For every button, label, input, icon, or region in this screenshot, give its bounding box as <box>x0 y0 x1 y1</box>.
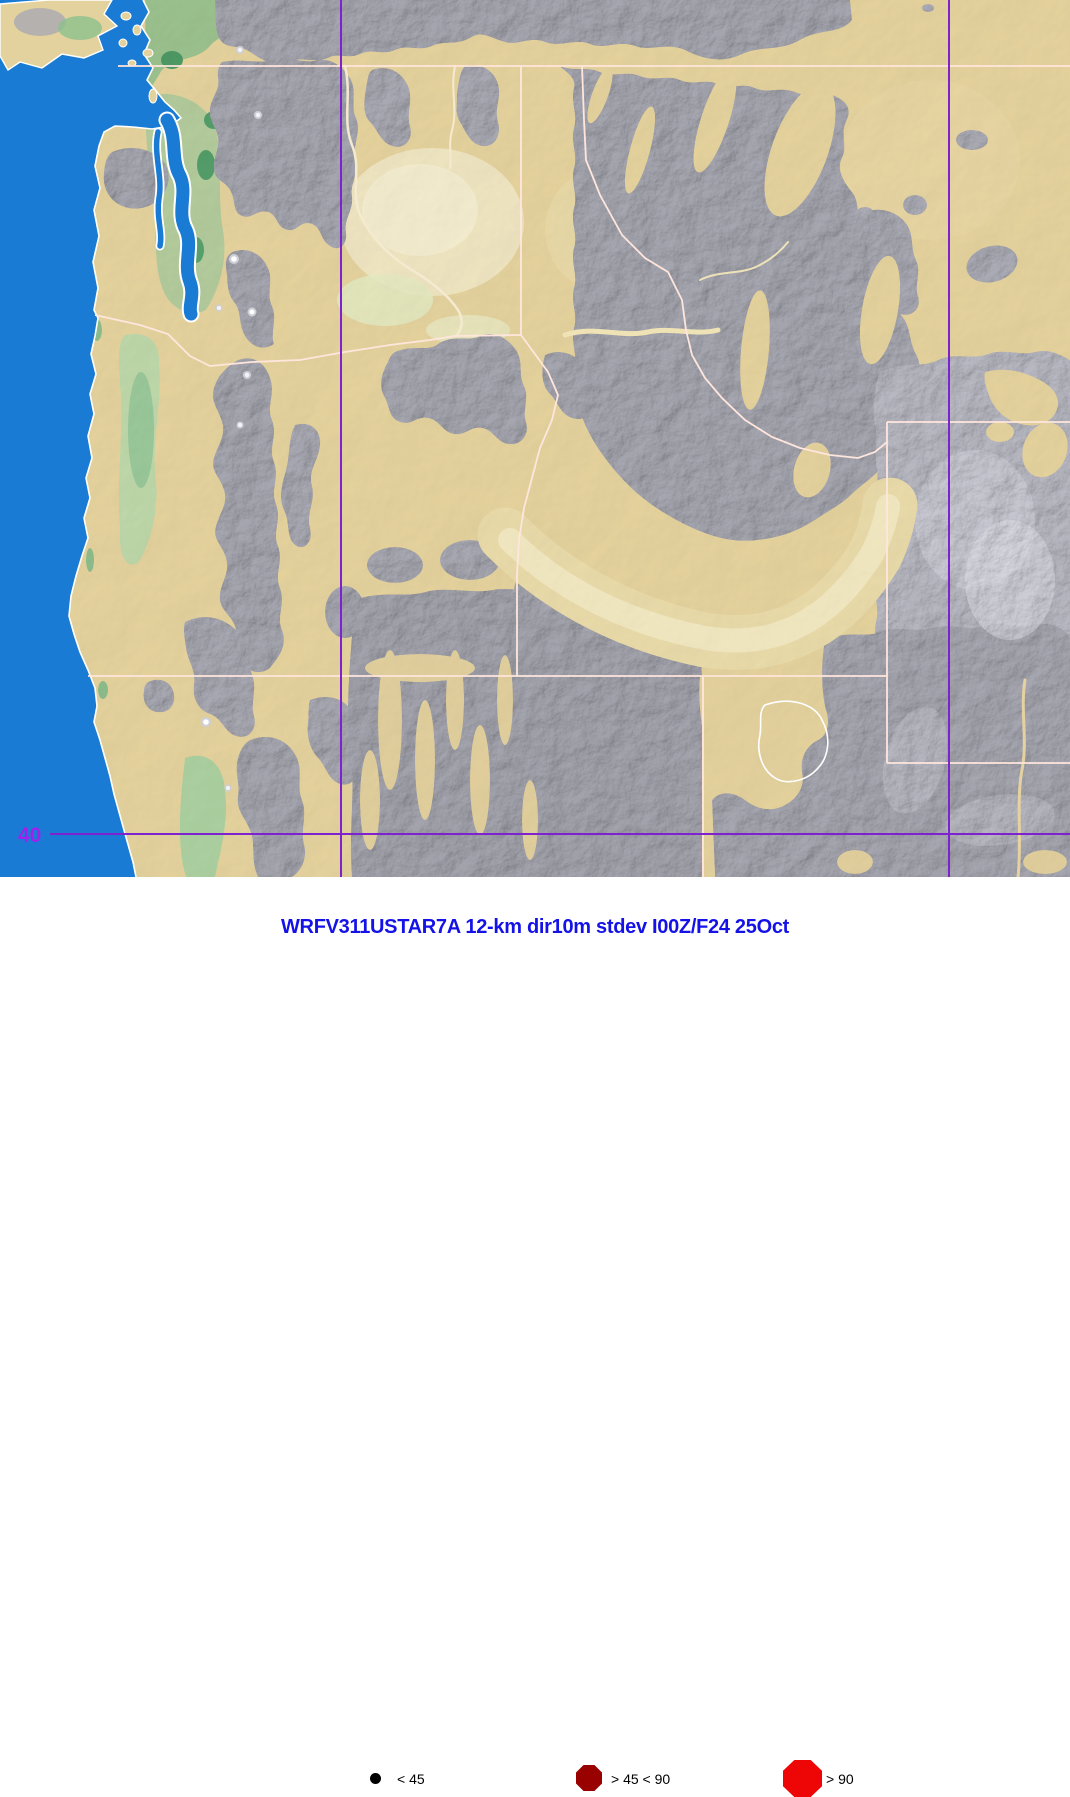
sacramento-valley <box>179 755 227 877</box>
puget-sound <box>160 113 199 321</box>
olympic-mountains <box>103 147 169 209</box>
ochoco-hills <box>280 423 321 548</box>
political-borders <box>88 65 1070 877</box>
columbia-river-upper <box>343 64 463 338</box>
salt-lake-desert <box>699 676 801 802</box>
peak-baker <box>236 46 244 54</box>
coast-klamath-spur <box>143 679 175 713</box>
lat-40-label: 40 <box>18 824 41 847</box>
snake-river-plain-core <box>498 494 900 653</box>
blue-mountains <box>381 333 527 445</box>
peak-st-helens <box>215 304 223 312</box>
legend-label-gt90: > 90 <box>826 1771 854 1787</box>
border-id-mt <box>581 65 888 459</box>
border-wa-or-46n <box>454 334 522 337</box>
graticule: 40 <box>18 0 1070 877</box>
peak-lassen <box>224 784 232 792</box>
okanogan-highlands <box>364 67 411 147</box>
peak-shasta <box>201 717 211 727</box>
great-salt-lake-outline <box>758 700 829 783</box>
plot-title: WRFV311USTAR7A 12-km dir10m stdev I00Z/F… <box>280 916 790 938</box>
north-cascades <box>209 58 358 249</box>
idaho-batholith <box>560 66 902 541</box>
legend: < 45 > 45 < 90 > 90 <box>0 877 1070 1797</box>
south-cascades-ca <box>236 736 306 877</box>
terrain-map: 40 <box>0 0 1070 877</box>
peak-adams <box>247 307 257 317</box>
terrain-map-svg: 40 <box>0 0 1070 877</box>
rivers <box>343 64 1027 877</box>
border-columbia-river <box>94 314 456 367</box>
volcanic-peaks <box>201 46 262 792</box>
green-river <box>1016 678 1027 877</box>
legend-marker-gt90 <box>783 1760 822 1797</box>
bc-ranges <box>215 0 852 65</box>
valley-overlays <box>360 66 1068 874</box>
salmon-river-canyon <box>562 327 721 338</box>
kettle-range <box>456 64 500 147</box>
legend-marker-45-90 <box>576 1765 602 1791</box>
south-wa-cascades <box>225 249 275 348</box>
oregon-cascades <box>212 358 284 673</box>
modoc-plateau <box>307 696 358 785</box>
peak-rainier <box>229 254 239 264</box>
yellowstone-ne-plains <box>984 369 1059 426</box>
klamath-siskiyou <box>183 617 255 737</box>
pacific-ocean <box>0 0 201 877</box>
mountain-ranges <box>103 0 1070 877</box>
legend-label-45-90: > 45 < 90 <box>611 1771 671 1787</box>
peak-jefferson <box>236 421 244 429</box>
legend-marker-lt45 <box>370 1773 381 1784</box>
peak-glacier <box>254 111 262 119</box>
hood-canal <box>153 129 164 249</box>
ocean-fill <box>0 0 181 877</box>
border-or-id-snake <box>516 334 559 676</box>
clark-fork-river <box>699 241 789 281</box>
san-juan-islands <box>118 11 158 104</box>
peak-hood <box>243 371 251 379</box>
coastline <box>68 0 183 877</box>
okanogan-river <box>449 65 456 169</box>
legend-label-lt45: < 45 <box>397 1771 425 1787</box>
